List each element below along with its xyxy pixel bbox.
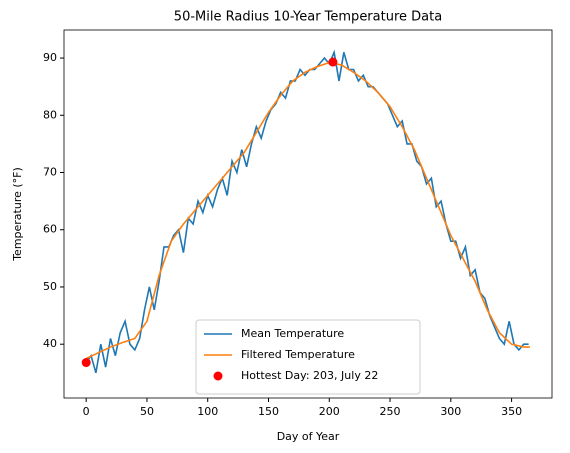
legend-box — [195, 319, 421, 395]
x-tick-label: 250 — [380, 405, 401, 418]
x-tick-label: 50 — [140, 405, 154, 418]
legend-label: Mean Temperature — [241, 327, 344, 340]
y-tick-label: 60 — [43, 223, 57, 236]
chart-title: 50-Mile Radius 10-Year Temperature Data — [174, 10, 442, 25]
x-tick-label: 150 — [258, 405, 279, 418]
line-series — [85, 61, 530, 360]
x-tick-label: 200 — [319, 405, 340, 418]
y-axis-label: Temperature (°F) — [11, 167, 24, 262]
y-tick-label: 40 — [43, 337, 57, 350]
plot-frame — [63, 29, 553, 399]
y-tick-label: 70 — [43, 166, 57, 179]
x-tick-label: 350 — [501, 405, 522, 418]
x-axis-label: Day of Year — [277, 430, 340, 443]
legend-marker — [213, 371, 223, 381]
x-tick-label: 0 — [83, 405, 90, 418]
legend-label: Hottest Day: 203, July 22 — [241, 369, 378, 382]
x-tick-label: 300 — [440, 405, 461, 418]
x-tick-label: 100 — [197, 405, 218, 418]
scatter-point — [81, 358, 91, 368]
legend-label: Filtered Temperature — [241, 348, 355, 361]
scatter-point — [328, 57, 338, 67]
y-tick-label: 50 — [43, 280, 57, 293]
y-tick-label: 90 — [43, 51, 57, 64]
y-tick-label: 80 — [43, 108, 57, 121]
